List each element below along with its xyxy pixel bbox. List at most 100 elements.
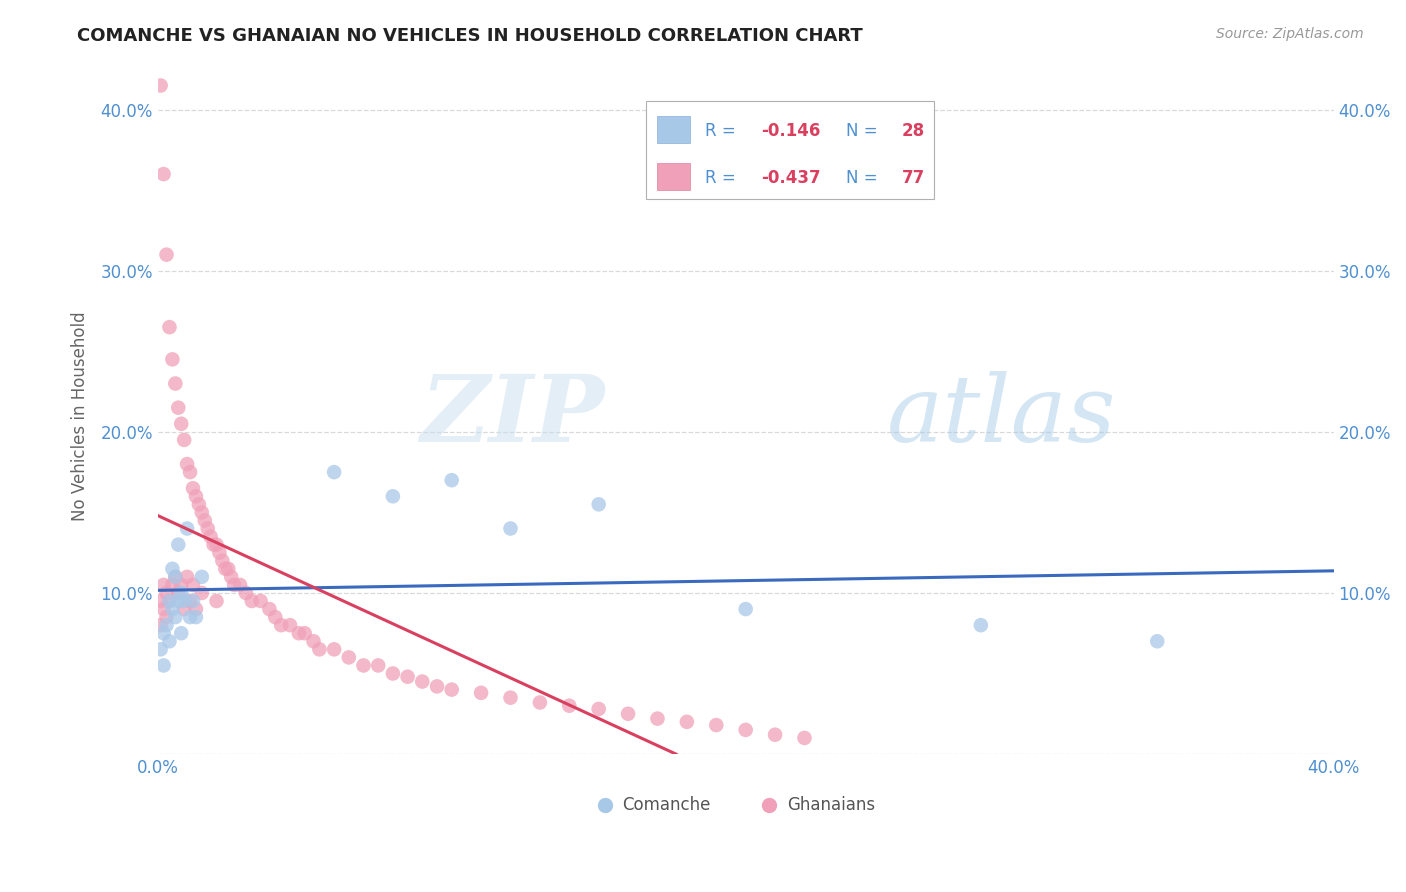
Point xyxy=(165,570,187,584)
Point xyxy=(162,578,184,592)
Point xyxy=(167,401,190,415)
Point xyxy=(181,594,204,608)
Point xyxy=(165,610,187,624)
Point xyxy=(191,570,214,584)
Point xyxy=(181,578,204,592)
Point xyxy=(191,586,214,600)
Point xyxy=(970,618,993,632)
Point xyxy=(184,489,207,503)
Point xyxy=(176,457,198,471)
Point xyxy=(558,698,581,713)
Point xyxy=(162,352,184,367)
Point xyxy=(149,642,172,657)
Point xyxy=(170,578,193,592)
Point xyxy=(323,465,346,479)
Point xyxy=(202,538,225,552)
Point xyxy=(159,594,181,608)
Point xyxy=(167,594,190,608)
Point xyxy=(793,731,815,745)
Text: Source: ZipAtlas.com: Source: ZipAtlas.com xyxy=(1216,27,1364,41)
Point xyxy=(165,376,187,391)
Point xyxy=(179,594,201,608)
Point xyxy=(181,481,204,495)
Point xyxy=(734,602,756,616)
Text: ZIP: ZIP xyxy=(420,371,605,461)
Point xyxy=(159,594,181,608)
Point xyxy=(367,658,389,673)
Point xyxy=(152,626,174,640)
FancyBboxPatch shape xyxy=(658,116,690,143)
Point xyxy=(734,723,756,737)
Point xyxy=(499,522,522,536)
Point xyxy=(288,626,311,640)
Point xyxy=(152,578,174,592)
Text: N =: N = xyxy=(845,121,883,139)
Point xyxy=(170,626,193,640)
Text: -0.146: -0.146 xyxy=(761,121,820,139)
Point xyxy=(353,658,375,673)
Point xyxy=(165,570,187,584)
Point xyxy=(149,78,172,93)
Point xyxy=(159,320,181,334)
Text: Ghanaians: Ghanaians xyxy=(787,796,875,814)
Point xyxy=(155,247,177,261)
Point xyxy=(159,634,181,648)
Point xyxy=(149,594,172,608)
Point xyxy=(176,570,198,584)
Point xyxy=(229,578,252,592)
Point xyxy=(170,586,193,600)
Point xyxy=(224,578,246,592)
Point xyxy=(217,562,239,576)
Point xyxy=(214,562,236,576)
Point xyxy=(617,706,640,721)
Point xyxy=(191,505,214,519)
Point xyxy=(337,650,360,665)
Text: Comanche: Comanche xyxy=(623,796,710,814)
Point xyxy=(426,679,449,693)
Point xyxy=(219,570,242,584)
Point xyxy=(249,594,271,608)
Point xyxy=(529,696,551,710)
Point xyxy=(162,562,184,576)
Point xyxy=(208,546,231,560)
Text: 28: 28 xyxy=(903,121,925,139)
FancyBboxPatch shape xyxy=(658,163,690,190)
Point xyxy=(197,522,219,536)
Point xyxy=(179,465,201,479)
Point xyxy=(155,610,177,624)
Text: N =: N = xyxy=(845,169,883,186)
Point xyxy=(302,634,325,648)
Point xyxy=(704,718,727,732)
Point xyxy=(187,497,209,511)
Point xyxy=(205,594,228,608)
Point xyxy=(211,554,233,568)
Point xyxy=(763,728,786,742)
Point xyxy=(588,497,610,511)
Point xyxy=(162,602,184,616)
Point xyxy=(470,686,492,700)
Point xyxy=(173,602,195,616)
Point xyxy=(152,658,174,673)
Text: COMANCHE VS GHANAIAN NO VEHICLES IN HOUSEHOLD CORRELATION CHART: COMANCHE VS GHANAIAN NO VEHICLES IN HOUS… xyxy=(77,27,863,45)
Point xyxy=(1146,634,1168,648)
Text: R =: R = xyxy=(704,169,741,186)
Point xyxy=(240,594,263,608)
Point xyxy=(396,670,419,684)
Point xyxy=(381,489,404,503)
Point xyxy=(676,714,699,729)
Point xyxy=(499,690,522,705)
Point xyxy=(294,626,316,640)
Point xyxy=(152,167,174,181)
Point xyxy=(270,618,292,632)
Point xyxy=(179,610,201,624)
Point xyxy=(152,602,174,616)
Point xyxy=(647,712,669,726)
Point xyxy=(167,538,190,552)
Point xyxy=(259,602,281,616)
Point xyxy=(381,666,404,681)
Point xyxy=(588,702,610,716)
Point xyxy=(184,610,207,624)
Point xyxy=(173,594,195,608)
Point xyxy=(278,618,301,632)
Point xyxy=(308,642,330,657)
